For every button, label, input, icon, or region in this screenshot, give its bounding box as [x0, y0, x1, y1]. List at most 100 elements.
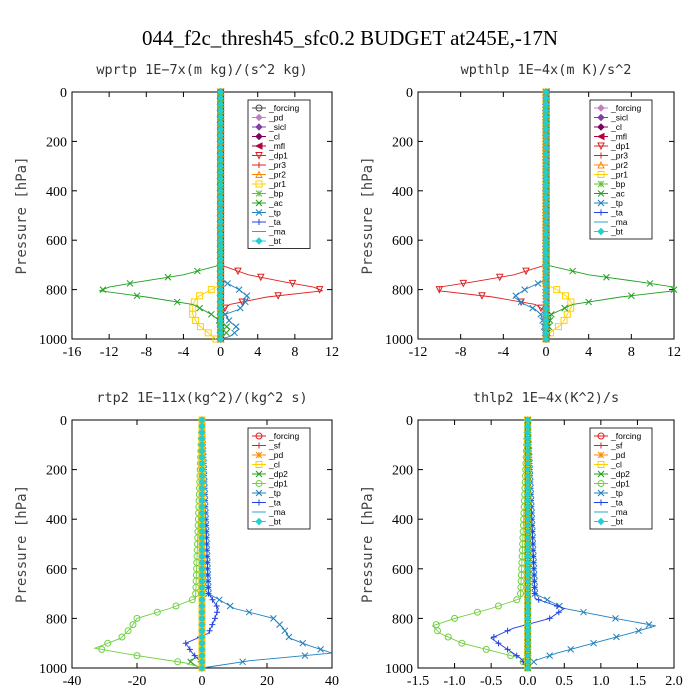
legend-marker — [597, 199, 605, 207]
data-point — [207, 310, 215, 318]
legend-item: _bp — [252, 189, 283, 199]
legend-marker — [255, 190, 263, 197]
legend-item: _tp — [594, 198, 623, 208]
data-point — [124, 627, 132, 635]
y-tick-label: 1000 — [39, 662, 67, 677]
legend-label: _ma — [268, 507, 286, 517]
legend-label: _dp1 — [268, 479, 288, 489]
data-point — [530, 559, 537, 566]
x-tick-label: -16 — [63, 345, 82, 360]
data-point — [192, 316, 200, 324]
legend-item: _pr3 — [252, 160, 286, 170]
series-line — [98, 92, 231, 340]
legend-marker — [255, 132, 263, 141]
data-point — [173, 298, 181, 306]
legend-label: _ta — [268, 498, 281, 508]
data-point — [670, 286, 678, 293]
data-point — [554, 323, 562, 331]
data-point — [553, 603, 560, 609]
legend-item: _sicl — [252, 122, 286, 132]
legend-item: _pd — [594, 450, 625, 460]
legend-item: _ta — [252, 498, 281, 508]
data-point — [164, 273, 172, 281]
chart-panel-3: rtp2 1E−11x(kg^2)/(kg^2 s) Pressure [hPa]… — [14, 390, 339, 689]
data-point — [153, 608, 161, 616]
legend-marker — [255, 432, 263, 440]
legend-item: _dp2 — [252, 469, 288, 479]
legend-item: _sicl — [594, 113, 628, 123]
data-point — [451, 614, 459, 622]
legend-label: _tp — [610, 198, 623, 208]
data-point — [238, 298, 247, 307]
legend-label: _sf — [268, 441, 281, 451]
data-point — [317, 646, 324, 653]
x-tick-label: -8 — [455, 345, 467, 360]
x-tick-label: -1.0 — [443, 674, 465, 689]
legend-label: _cl — [610, 460, 622, 470]
y-axis-label: Pressure [hPa] — [14, 156, 30, 274]
legend-item: _pr1 — [594, 170, 628, 180]
data-point — [435, 286, 444, 294]
x-tick-label: 0 — [217, 345, 224, 360]
legend-marker — [255, 237, 263, 245]
data-point — [590, 639, 597, 647]
x-tick-label: 1.0 — [592, 674, 610, 689]
series-line — [490, 419, 566, 669]
data-point — [529, 304, 537, 312]
data-point — [174, 658, 182, 666]
data-point — [243, 292, 251, 300]
legend-label: _ma — [610, 507, 628, 517]
legend-box — [589, 99, 653, 240]
legend-item: _ta — [594, 208, 623, 218]
series-line — [431, 419, 529, 669]
data-point — [603, 273, 610, 281]
legend-marker — [256, 499, 262, 506]
x-tick-label: 0.0 — [519, 674, 537, 689]
data-point — [196, 292, 204, 300]
legend-label: _mfl — [268, 141, 285, 151]
legend-label: _dp2 — [268, 469, 288, 479]
legend-label: _dp1 — [610, 141, 630, 151]
legend-marker — [254, 142, 263, 150]
x-tick-label: 40 — [325, 674, 339, 689]
series-bt — [524, 416, 532, 672]
data-point — [504, 627, 511, 634]
legend-label: _forcing — [268, 103, 300, 113]
legend-item: _dp1 — [252, 151, 288, 161]
legend-label: _sf — [610, 441, 623, 451]
data-point — [645, 621, 653, 628]
legend-label: _sicl — [610, 113, 628, 123]
x-tick-label: 1.5 — [629, 674, 647, 689]
legend-item: _pd — [252, 450, 283, 460]
legend-marker — [597, 432, 605, 440]
series-bt — [542, 88, 550, 343]
legend-marker — [597, 142, 605, 151]
legend-marker — [255, 480, 263, 487]
legend-marker — [255, 113, 263, 122]
legend-label: _pr1 — [268, 179, 286, 189]
data-point — [495, 273, 504, 282]
legend-label: _ac — [268, 198, 283, 208]
legend-marker — [597, 171, 605, 178]
y-tick-label: 200 — [46, 135, 67, 150]
y-tick-label: 800 — [46, 612, 67, 627]
legend-marker — [597, 180, 605, 188]
legend-label: _ta — [610, 208, 623, 218]
legend-label: _dp1 — [610, 479, 630, 489]
chart-panel-4: thlp2 1E−4x(K^2)/s Pressure [hPa] -1.5 -1.0… — [360, 390, 683, 689]
data-point — [495, 640, 502, 647]
data-point — [494, 602, 502, 610]
data-point — [172, 602, 180, 610]
legend-label: _pd — [268, 450, 283, 460]
y-tick-label: 200 — [392, 464, 413, 479]
data-point — [553, 286, 561, 294]
series-dp1 — [93, 416, 206, 672]
data-point — [473, 608, 481, 616]
y-tick-label: 600 — [46, 563, 67, 578]
data-point — [209, 596, 216, 603]
legend-item: _mfl — [594, 132, 627, 142]
y-tick-label: 800 — [46, 284, 67, 299]
legend-label: _dp1 — [268, 151, 288, 161]
legend-marker — [597, 104, 605, 112]
legend-item: _bt — [594, 227, 623, 237]
